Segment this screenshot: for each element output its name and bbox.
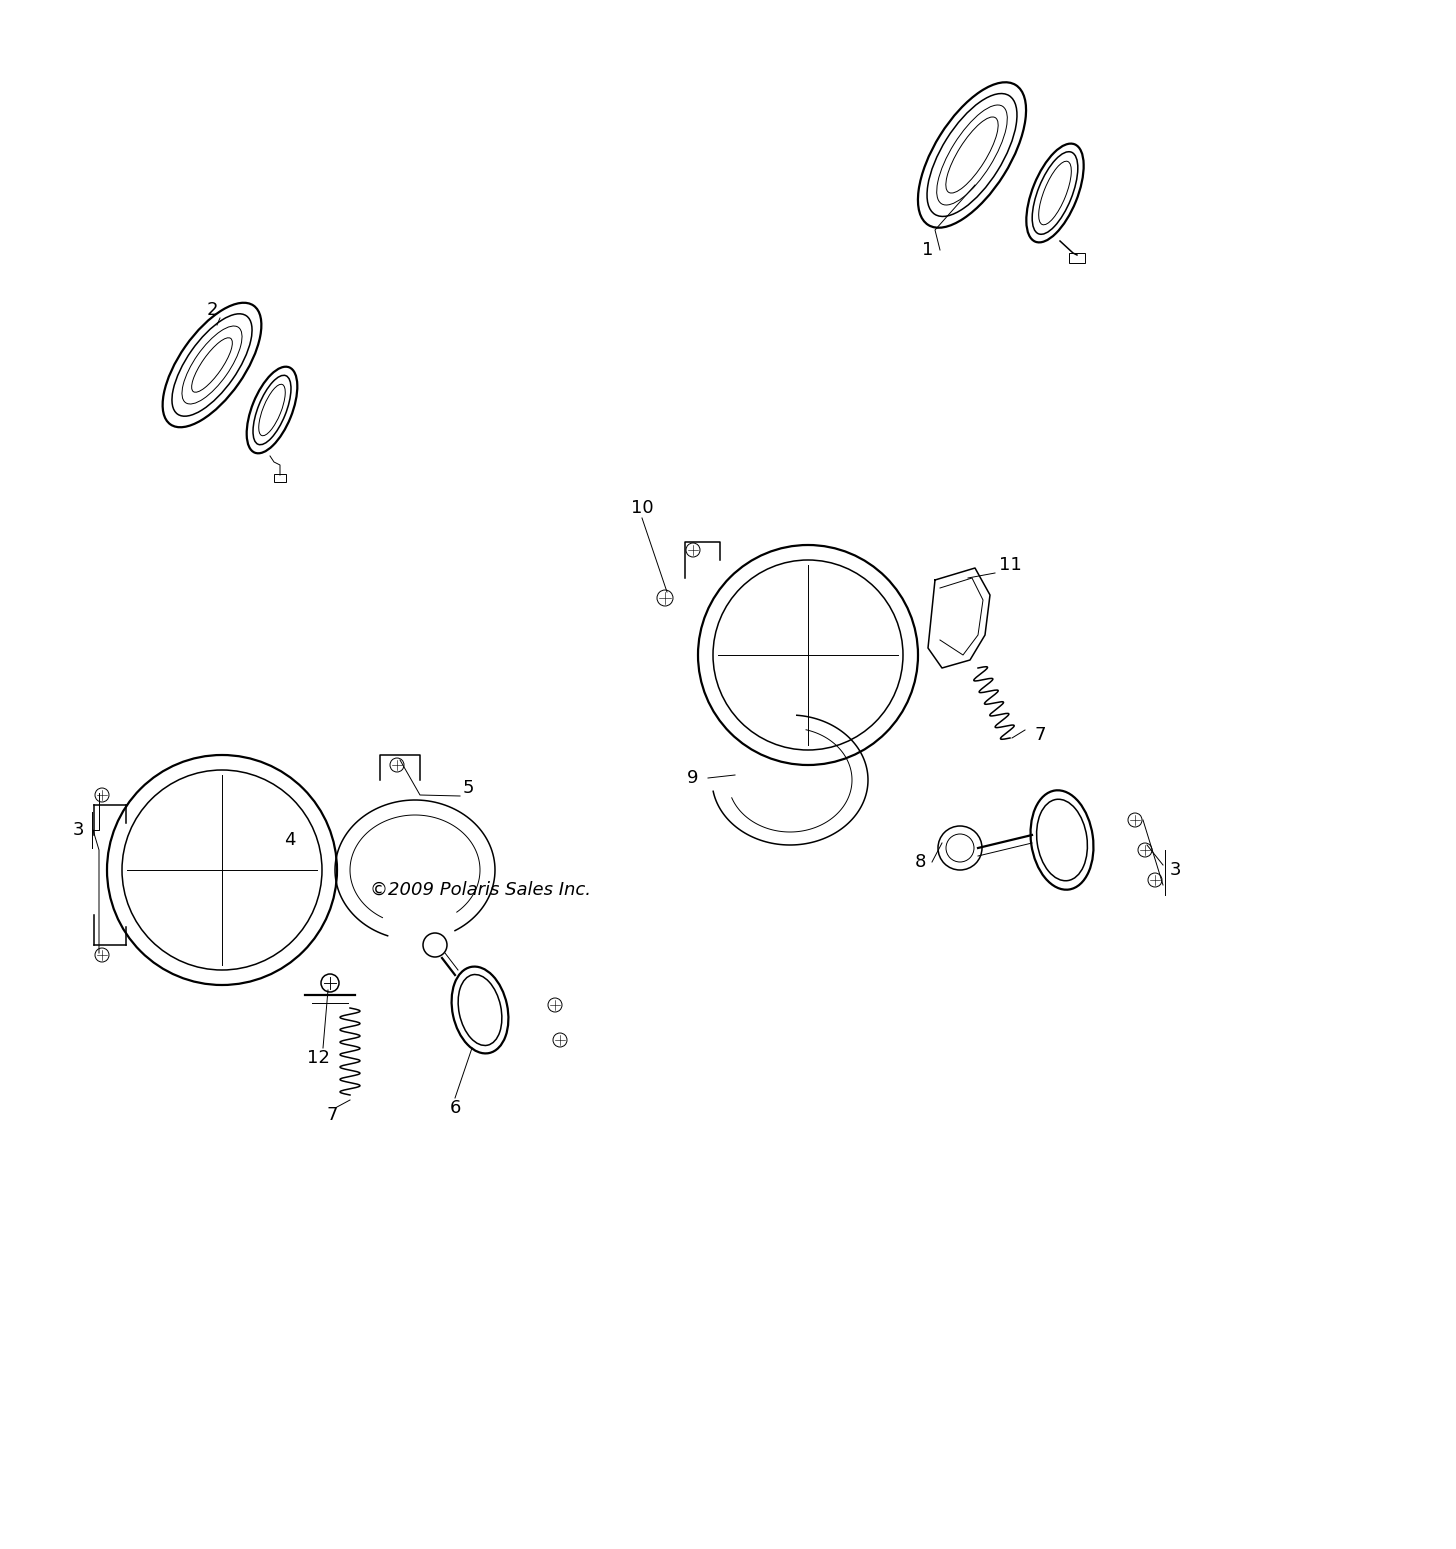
Text: 3: 3 (73, 821, 84, 840)
Text: 5: 5 (462, 779, 473, 798)
Text: 12: 12 (307, 1049, 329, 1067)
Text: ©2009 Polaris Sales Inc.: ©2009 Polaris Sales Inc. (370, 881, 591, 898)
Text: 6: 6 (450, 1098, 460, 1117)
Text: 10: 10 (630, 499, 654, 517)
Text: 3: 3 (1169, 861, 1181, 878)
Text: 11: 11 (999, 556, 1021, 575)
Text: 4: 4 (284, 830, 296, 849)
Text: 9: 9 (687, 768, 699, 787)
Text: 7: 7 (1034, 726, 1045, 744)
Text: 7: 7 (326, 1106, 338, 1125)
Bar (1069, 252, 1085, 263)
Text: 1: 1 (922, 242, 933, 259)
Bar (274, 474, 285, 482)
Text: 2: 2 (207, 301, 218, 319)
Text: 8: 8 (914, 853, 926, 871)
